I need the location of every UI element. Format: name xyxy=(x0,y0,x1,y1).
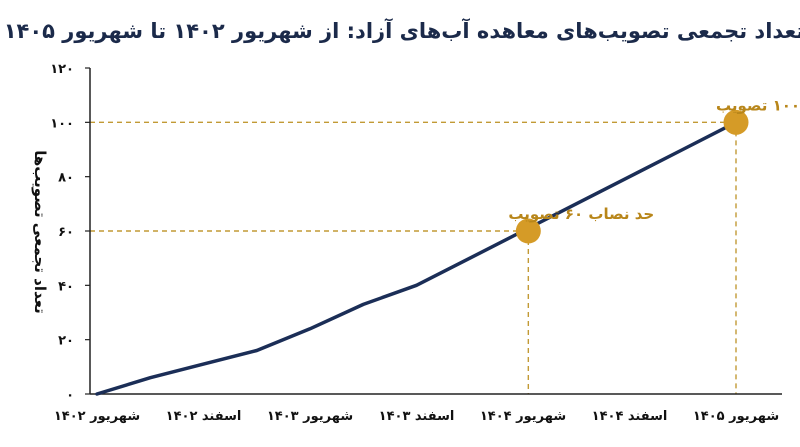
milestone-marker xyxy=(515,218,541,244)
x-tick-label: اسفند ۱۴۰۳ xyxy=(379,409,455,424)
y-ticks: ۰ ۲۰ ۴۰ ۶۰ ۸۰ ۱۰۰ ۱۲۰ xyxy=(50,62,90,403)
annotation-label: حد نصاب ۶۰ تصویب xyxy=(508,205,654,223)
y-axis-label: تعداد تجمعی تصویب‌ها xyxy=(31,150,49,314)
series-line xyxy=(95,120,738,396)
y-tick-label: ۱۲۰ xyxy=(50,62,74,77)
series xyxy=(95,120,738,396)
y-tick-label: ۶۰ xyxy=(58,225,74,240)
x-tick-label: شهریور ۱۴۰۴ xyxy=(480,409,566,424)
y-tick-label: ۸۰ xyxy=(58,171,74,186)
x-tick-label: شهریور ۱۴۰۲ xyxy=(54,409,140,424)
markers: حد نصاب ۶۰ تصویب نقطه عطف ۱۰۰ تصویب xyxy=(508,96,800,244)
x-ticks: شهریور ۱۴۰۲ اسفند ۱۴۰۲ شهریور ۱۴۰۳ اسفند ۱۴… xyxy=(54,409,779,424)
x-tick-label: شهریور ۱۴۰۳ xyxy=(267,409,353,424)
y-tick-label: ۴۰ xyxy=(58,279,74,294)
x-tick-label: اسفند ۱۴۰۲ xyxy=(166,409,242,424)
milestone-marker xyxy=(723,109,749,135)
guide-lines xyxy=(90,121,737,394)
y-tick-label: ۱۰۰ xyxy=(50,116,74,131)
y-tick-label: ۰ xyxy=(66,388,74,403)
x-tick-label: اسفند ۱۴۰۴ xyxy=(592,409,668,424)
annotation-label: نقطه عطف ۱۰۰ تصویب xyxy=(716,96,800,114)
chart-title: تعداد تجمعی تصویب‌های معاهده آب‌های آزاد… xyxy=(4,18,800,43)
x-tick-label: شهریور ۱۴۰۵ xyxy=(693,409,779,424)
y-tick-label: ۲۰ xyxy=(58,334,74,349)
